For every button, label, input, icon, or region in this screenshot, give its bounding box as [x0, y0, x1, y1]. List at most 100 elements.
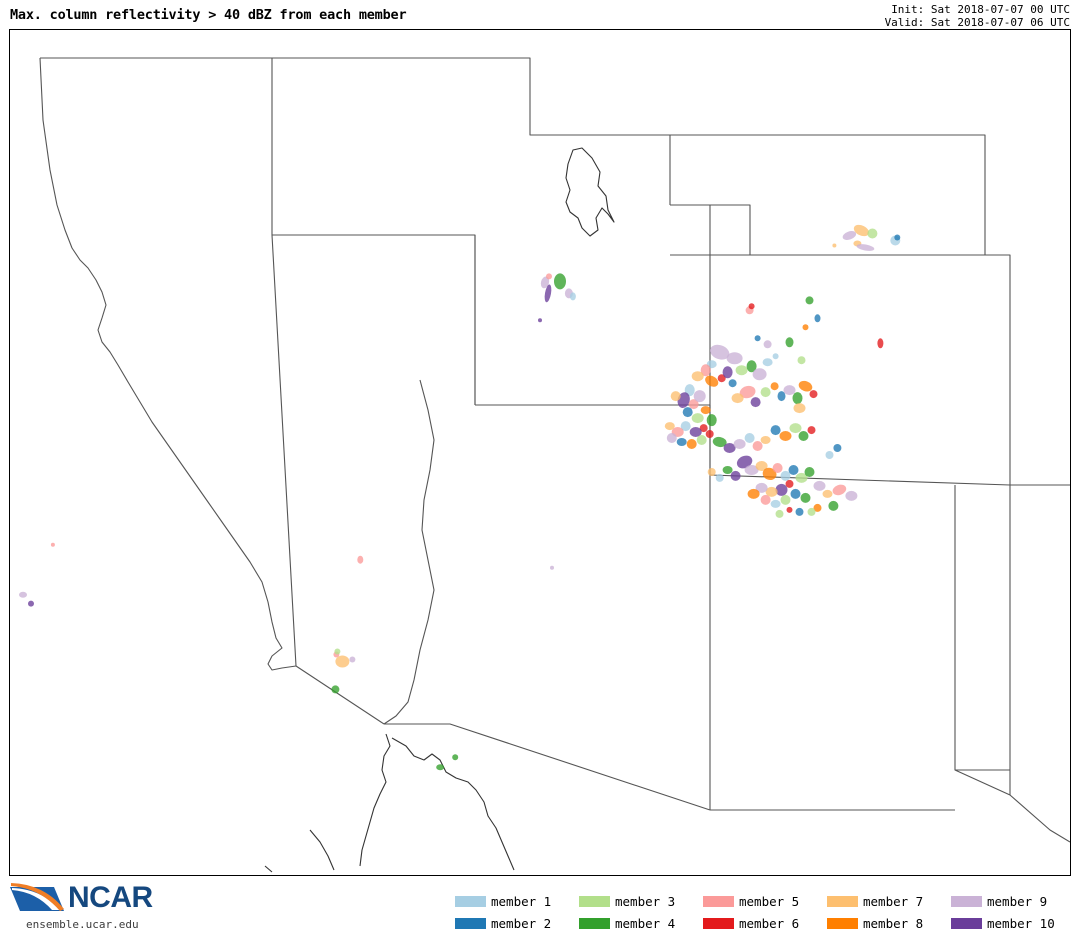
reflectivity-blob: [750, 397, 761, 408]
newmexico-texas-east: [954, 485, 1010, 771]
legend-item: member 10: [951, 912, 1075, 934]
legend-color-swatch: [951, 895, 982, 907]
legend-item: member 4: [579, 912, 703, 934]
reflectivity-blob: [722, 466, 733, 474]
page-title: Max. column reflectivity > 40 dBZ from e…: [10, 7, 407, 23]
reflectivity-blob: [894, 234, 901, 241]
ncar-logo: NCAR ensemble.ucar.edu: [8, 881, 208, 933]
reflectivity-blob: [349, 656, 356, 663]
reflectivity-blob: [822, 489, 833, 498]
reflectivity-blob: [722, 366, 733, 379]
legend-color-swatch: [455, 917, 486, 929]
reflectivity-blob: [813, 480, 826, 491]
reflectivity-blob: [779, 431, 792, 441]
reflectivity-blob: [28, 600, 34, 607]
state-boundaries: [39, 57, 1070, 843]
map-canvas[interactable]: [10, 30, 1070, 875]
forecast-timestamp: Init: Sat 2018-07-07 00 UTC Valid: Sat 2…: [885, 3, 1070, 29]
reflectivity-blob: [715, 473, 724, 482]
legend-item-label: member 10: [987, 915, 1055, 931]
reflectivity-blob: [693, 390, 706, 403]
legend-color-swatch: [579, 895, 610, 907]
reflectivity-blob: [802, 324, 809, 331]
reflectivity-blob: [676, 438, 687, 446]
reflectivity-blob: [790, 488, 801, 499]
reflectivity-blob: [795, 507, 804, 516]
reflectivity-blob: [666, 433, 677, 443]
reflectivity-blob: [670, 391, 681, 402]
legend-item-label: member 2: [491, 915, 552, 931]
reflectivity-blob: [706, 414, 717, 427]
reflectivity-blob: [436, 764, 445, 771]
reflectivity-blob: [789, 423, 802, 434]
legend-item-label: member 8: [863, 915, 924, 931]
reflectivity-blob: [730, 470, 741, 481]
reflectivity-blob: [809, 390, 818, 399]
reflectivity-blob: [739, 385, 756, 399]
reflectivity-blob: [760, 436, 771, 444]
reflectivity-blob: [550, 565, 554, 570]
colorado-newmexico: [709, 474, 1011, 486]
reflectivity-blob: [814, 314, 821, 323]
reflectivity-blob: [797, 356, 806, 365]
reflectivity-blob: [762, 358, 773, 367]
reflectivity-blobs: [19, 224, 901, 771]
legend-item: member 9: [951, 890, 1075, 912]
reflectivity-blob: [755, 482, 768, 493]
reflectivity-blob: [760, 494, 771, 505]
reflectivity-blob: [752, 368, 767, 381]
legend-color-swatch: [703, 917, 734, 929]
reflectivity-blob: [735, 365, 748, 376]
sonora-coast: [391, 737, 515, 871]
baja-east-coast: [359, 733, 391, 867]
reflectivity-blob: [717, 374, 726, 383]
member-legend: member 1 member 2 member 3 member 4 member 5…: [455, 890, 1075, 934]
legend-item: member 5: [703, 890, 827, 912]
reflectivity-blob: [795, 472, 808, 483]
reflectivity-blob: [853, 224, 869, 237]
map-panel[interactable]: [9, 29, 1071, 876]
reflectivity-blob: [775, 483, 788, 496]
reflectivity-blob: [754, 335, 761, 342]
reflectivity-blob: [710, 344, 730, 360]
reflectivity-blob: [845, 490, 858, 501]
reflectivity-blob: [825, 451, 834, 459]
reflectivity-blob: [856, 244, 875, 251]
arizona-south-border: [384, 723, 711, 811]
legend-color-swatch: [827, 917, 858, 929]
reflectivity-blob: [707, 468, 716, 476]
legend-item-label: member 7: [863, 893, 924, 909]
reflectivity-blob: [705, 430, 714, 438]
reflectivity-blob: [793, 403, 806, 414]
reflectivity-blob: [752, 441, 763, 451]
colorado-east: [985, 254, 1011, 795]
reflectivity-blob: [728, 379, 737, 388]
reflectivity-blob: [546, 273, 552, 280]
wyoming-north: [670, 134, 986, 255]
ca-mexico-border: [295, 665, 385, 725]
reflectivity-blob: [765, 486, 778, 497]
reflectivity-blob: [785, 479, 794, 488]
legend-color-swatch: [827, 895, 858, 907]
legend-item-label: member 4: [615, 915, 676, 931]
reflectivity-blob: [686, 439, 697, 449]
reflectivity-blob: [335, 655, 350, 668]
nevada-utah-border: [272, 234, 476, 405]
legend-item: member 7: [827, 890, 951, 912]
ca-nv-diagonal: [271, 58, 297, 667]
reflectivity-blob: [723, 443, 736, 453]
reflectivity-blob: [689, 427, 702, 437]
init-time: Init: Sat 2018-07-07 00 UTC: [891, 3, 1070, 16]
reflectivity-blob: [763, 340, 772, 349]
reflectivity-blob: [792, 392, 803, 405]
reflectivity-blob: [762, 467, 777, 481]
reflectivity-blob: [807, 507, 816, 516]
reflectivity-blob: [798, 380, 813, 392]
reflectivity-blob: [733, 439, 746, 449]
legend-item: member 2: [455, 912, 579, 934]
reflectivity-blob: [832, 243, 837, 248]
reflectivity-blob: [744, 465, 759, 475]
reflectivity-blob: [331, 685, 340, 694]
reflectivity-blob: [544, 284, 552, 303]
